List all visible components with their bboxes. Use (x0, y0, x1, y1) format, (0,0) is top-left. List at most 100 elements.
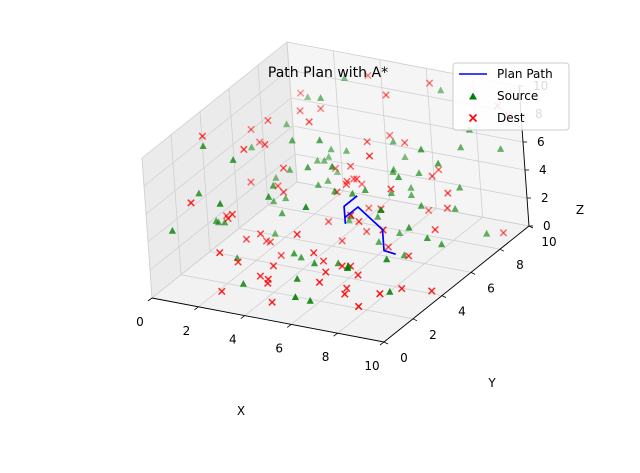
z-grid-line (141, 41, 520, 159)
source-point (290, 249, 298, 257)
legend-label-plan-path: Plan Path (497, 67, 553, 81)
dest-point (321, 268, 330, 276)
source-point (437, 86, 445, 94)
source-point (343, 264, 352, 271)
dest-point (343, 284, 351, 293)
legend-box (452, 62, 570, 131)
dest-point (315, 278, 324, 287)
source-point (340, 74, 348, 81)
source-point (387, 189, 395, 196)
z-grid-line (143, 69, 522, 187)
y-tick-label: 4 (458, 305, 466, 319)
source-point (331, 187, 339, 195)
legend: Plan Path Source Dest (452, 62, 570, 131)
data-layer (168, 71, 513, 311)
source-point (297, 253, 305, 261)
dest-point (316, 104, 325, 113)
plan-path-line (343, 195, 396, 256)
dest-point (277, 251, 285, 260)
source-point (400, 251, 408, 259)
source-point (407, 183, 415, 191)
dest-point (228, 210, 237, 219)
x-tick-mark (240, 315, 246, 319)
source-point (271, 229, 279, 237)
dest-point (499, 229, 508, 237)
source-point (423, 234, 431, 241)
source-point (389, 137, 397, 145)
dest-point (431, 225, 439, 234)
x-axis-line (151, 297, 385, 343)
z-tick-label: 0 (543, 219, 551, 233)
source-point (212, 217, 220, 224)
source-point (342, 147, 351, 154)
source-point (306, 296, 314, 304)
dest-point (404, 252, 413, 260)
y-axis-label: Y (487, 376, 496, 390)
source-point (417, 201, 425, 209)
source-point (407, 191, 415, 198)
dest-point (261, 140, 269, 149)
source-point (348, 189, 356, 197)
dest-point (385, 131, 394, 140)
dest-point (296, 89, 305, 97)
dest-point (424, 206, 433, 215)
source-point (417, 145, 425, 153)
source-point (317, 94, 325, 101)
source-point (239, 280, 247, 287)
source-point (361, 186, 369, 193)
x-tick-mark (333, 332, 338, 337)
y-axis-line (383, 225, 530, 343)
dest-point (443, 204, 452, 212)
source-point (286, 166, 294, 173)
dest-point (264, 275, 272, 283)
dest-point (434, 165, 443, 174)
dest-point (382, 91, 390, 99)
x-tick-label: 0 (136, 315, 144, 329)
x-tick-label: 4 (229, 333, 237, 347)
source-point (265, 192, 273, 200)
source-point (377, 206, 385, 213)
source-point (497, 145, 505, 152)
y-tick-label: 10 (541, 235, 556, 249)
dest-point (362, 227, 371, 236)
source-point (310, 259, 319, 267)
dest-point (279, 164, 288, 172)
dest-point (354, 271, 362, 279)
dest-point (364, 71, 372, 80)
dest-point (256, 230, 265, 238)
source-point (313, 156, 321, 164)
x-axis-label: X (237, 404, 245, 418)
dest-point (347, 211, 355, 219)
source-point (229, 156, 237, 163)
dest-point (428, 172, 436, 180)
dest-point (355, 217, 363, 226)
dest-point (247, 178, 255, 186)
dest-point (384, 243, 393, 251)
legend-marker-dest (468, 113, 478, 123)
dest-point (293, 230, 301, 239)
source-point (383, 255, 391, 263)
source-point (405, 223, 413, 231)
source-point (216, 200, 224, 207)
source-point (316, 136, 324, 144)
dest-point (354, 302, 363, 311)
z-tick-label: 6 (537, 135, 545, 149)
source-point (483, 229, 491, 237)
source-point (304, 163, 312, 171)
source-point (456, 183, 464, 191)
source-point (195, 189, 203, 197)
dest-point (247, 125, 255, 134)
x-tick-mark (286, 324, 292, 328)
y-tick-mark (412, 318, 418, 322)
dest-point (256, 272, 265, 280)
x-tick-label: 8 (322, 350, 330, 364)
dest-point (346, 162, 355, 171)
source-point (375, 238, 383, 245)
dest-point (353, 175, 361, 183)
dest-point (215, 248, 224, 257)
dest-point (365, 152, 374, 160)
source-point (283, 120, 291, 128)
dest-point (255, 138, 264, 146)
legend-label-source: Source (497, 89, 538, 103)
source-point (396, 229, 404, 236)
